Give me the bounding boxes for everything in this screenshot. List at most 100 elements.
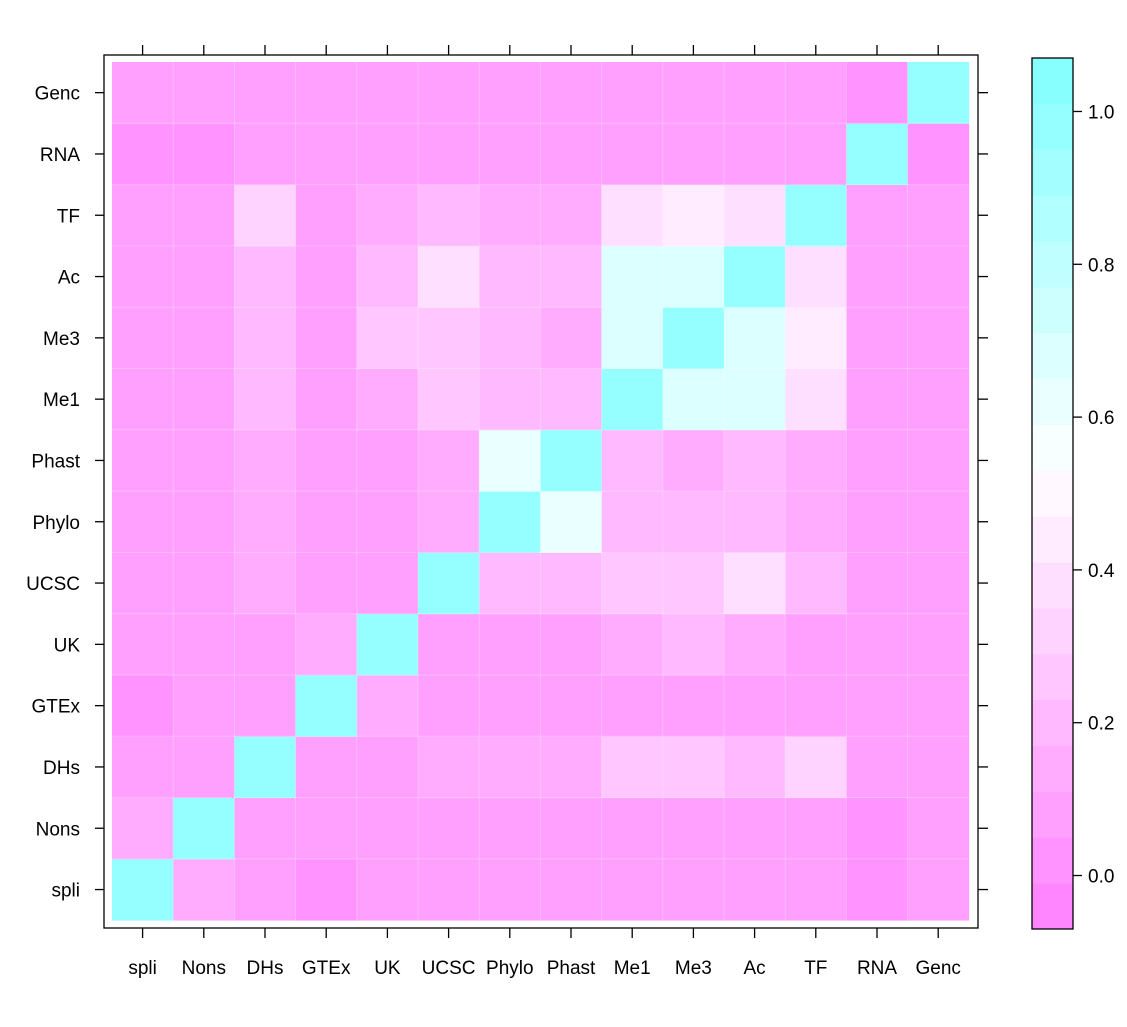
heatmap-cell-Me3-Genc (907, 307, 970, 369)
heatmap-cell-GTEx-UK (356, 675, 419, 737)
heatmap-cell-Me1-Nons (173, 368, 235, 431)
heatmap-cell-Phylo-Ac (724, 491, 786, 553)
heatmap-cell-Me3-Phylo (479, 307, 541, 369)
heatmap-cell-spli-UK (356, 858, 419, 921)
heatmap-cell-UCSC-TF (785, 552, 847, 615)
axis-ticks (95, 45, 988, 938)
heatmap-cell-Genc-DHs (234, 62, 296, 124)
y-tick-label: spli (51, 881, 80, 902)
heatmap-cell-TF-Me1 (601, 184, 664, 247)
heatmap-cell-Phast-TF (785, 429, 847, 492)
y-tick-label: Me1 (43, 390, 80, 411)
heatmap-cell-Me1-Me3 (662, 368, 725, 431)
heatmap-cell-TF-Ac (724, 184, 786, 247)
heatmap-cell-UCSC-DHs (234, 552, 296, 615)
heatmap-cell-Ac-GTEx (295, 245, 358, 308)
heatmap-cell-UK-Phast (540, 613, 602, 676)
y-tick-label: Nons (36, 819, 80, 840)
heatmap-cell-Phast-spli (112, 429, 174, 492)
heatmap-cell-Genc-RNA (846, 62, 908, 124)
heatmap-cell-GTEx-Genc (907, 675, 970, 737)
heatmap-cell-RNA-spli (112, 123, 174, 185)
heatmap-cell-spli-Phylo (479, 858, 541, 921)
y-tick-label: TF (57, 206, 80, 227)
heatmap-cell-Phast-Phylo (479, 429, 541, 492)
heatmap-cell-Genc-Ac (724, 62, 786, 124)
colorbar-tick-label: 0.4 (1088, 561, 1115, 582)
heatmap-cell-Ac-UCSC (418, 245, 480, 308)
heatmap-cell-Me1-DHs (234, 368, 296, 431)
heatmap-cell-spli-spli (112, 858, 174, 921)
heatmap-cell-UK-spli (112, 613, 174, 676)
colorbar-bin (1032, 562, 1073, 609)
colorbar-bin (1032, 608, 1073, 655)
heatmap-cell-Ac-UK (356, 245, 419, 308)
plot-frame (103, 54, 979, 929)
colorbar-legend: 0.0 0.2 0.4 0.6 0.8 1.0 (1031, 57, 1115, 930)
colorbar-bin (1032, 883, 1073, 930)
heatmap-cell-UCSC-Me3 (662, 552, 725, 615)
heatmap-cell-UCSC-Phylo (479, 552, 541, 615)
x-tick-label: Me3 (675, 958, 712, 979)
x-tick-label: Phast (547, 958, 596, 979)
heatmap-cell-RNA-Ac (724, 123, 786, 185)
x-tick-label: TF (804, 958, 827, 979)
heatmap-cell-Phast-GTEx (295, 429, 358, 492)
heatmap-cell-DHs-Nons (173, 736, 235, 798)
heatmap-cell-spli-TF (785, 858, 847, 921)
heatmap-cell-UCSC-UK (356, 552, 419, 615)
heatmap-cell-GTEx-Ac (724, 675, 786, 737)
colorbar-bin (1032, 333, 1073, 380)
x-tick-label: UCSC (422, 958, 476, 979)
heatmap-cell-Phast-Ac (724, 429, 786, 492)
heatmap-cell-TF-RNA (846, 184, 908, 247)
heatmap-cell-TF-Phast (540, 184, 602, 247)
y-tick-label: DHs (43, 758, 80, 779)
heatmap-cell-UCSC-Genc (907, 552, 970, 615)
heatmap-cell-DHs-Me1 (601, 736, 664, 798)
heatmap-cell-Genc-spli (112, 62, 174, 124)
heatmap-cell-Me1-RNA (846, 368, 908, 431)
heatmap-cell-Nons-Nons (173, 797, 235, 860)
heatmap-cell-Ac-TF (785, 245, 847, 308)
heatmap-cell-Ac-Nons (173, 245, 235, 308)
heatmap-cell-UK-GTEx (295, 613, 358, 676)
heatmap-cell-UCSC-Ac (724, 552, 786, 615)
heatmap-cell-Phylo-Me3 (662, 491, 725, 553)
heatmap-cell-RNA-GTEx (295, 123, 358, 185)
heatmap-cell-Me3-UK (356, 307, 419, 369)
heatmap-cell-Me3-spli (112, 307, 174, 369)
heatmap-cell-GTEx-DHs (234, 675, 296, 737)
x-tick-label: Me1 (614, 958, 651, 979)
heatmap-cell-Nons-Genc (907, 797, 970, 860)
heatmap-cells (112, 62, 970, 921)
heatmap-cell-Phast-Genc (907, 429, 970, 492)
heatmap-cell-Genc-Nons (173, 62, 235, 124)
y-tick-label: Phast (31, 451, 80, 472)
colorbar-border (1031, 57, 1074, 930)
heatmap-cell-DHs-DHs (234, 736, 296, 798)
heatmap-cell-Nons-UCSC (418, 797, 480, 860)
heatmap-cell-Phylo-RNA (846, 491, 908, 553)
heatmap-cell-GTEx-UCSC (418, 675, 480, 737)
heatmap-cell-Nons-GTEx (295, 797, 358, 860)
heatmap-cell-TF-Me3 (662, 184, 725, 247)
heatmap-cell-DHs-GTEx (295, 736, 358, 798)
heatmap-cell-Ac-RNA (846, 245, 908, 308)
heatmap-cell-RNA-Nons (173, 123, 235, 185)
heatmap-cell-UCSC-spli (112, 552, 174, 615)
x-tick-label: Genc (915, 958, 960, 979)
colorbar-bin (1032, 287, 1073, 334)
heatmap-cell-spli-DHs (234, 858, 296, 921)
heatmap-cell-GTEx-Me3 (662, 675, 725, 737)
heatmap-cell-DHs-Phylo (479, 736, 541, 798)
heatmap-cell-spli-Phast (540, 858, 602, 921)
colorbar-bin (1032, 745, 1073, 792)
heatmap-cell-Genc-UCSC (418, 62, 480, 124)
heatmap-cell-Phylo-DHs (234, 491, 296, 553)
heatmap-cell-TF-spli (112, 184, 174, 247)
heatmap-cell-Phylo-TF (785, 491, 847, 553)
heatmap-cell-Me1-UK (356, 368, 419, 431)
heatmap-cell-GTEx-RNA (846, 675, 908, 737)
